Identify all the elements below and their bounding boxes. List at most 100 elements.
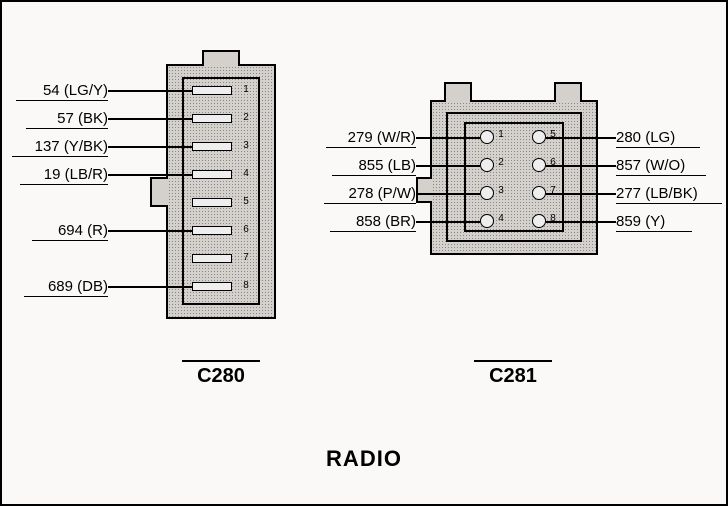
diagram-title: RADIO [2,446,726,472]
c281-pin7-label: 277 (LB/BK) [616,185,698,202]
lead [546,193,616,195]
c280-key-notch [150,177,168,207]
c281-pin2-label: 855 (LB) [332,157,416,174]
color-code: (DB) [77,278,108,295]
c281-pin-8 [532,214,546,228]
underline [330,231,416,232]
c281-left-notch [416,177,432,203]
color-code: (W/R) [377,129,416,146]
lead [546,165,616,167]
color-code: (BK) [78,110,108,127]
wire-num: 694 [58,222,83,239]
c280-pin-5-num: 5 [238,196,254,207]
c281-pin-1 [480,130,494,144]
underline [324,203,416,204]
c280-pin2-label: 57 (BK) [26,110,108,127]
c280-pin-3-num: 3 [238,140,254,151]
underline [616,147,700,148]
wire-num: 278 [348,185,373,202]
underline [616,203,722,204]
wire-num: 855 [358,157,383,174]
c281-top-tab-r [554,82,582,102]
c280-pin-6-num: 6 [238,224,254,235]
c280-pin-1-slot [192,86,232,95]
color-code: (Y/BK) [64,138,108,155]
underline [32,240,108,241]
lead [108,118,192,120]
c280-pin-7-slot [192,254,232,263]
wire-num: 54 [43,82,60,99]
c281-pin8-label: 859 (Y) [616,213,665,230]
color-code: (LB/R) [65,166,108,183]
c281-pin5-label: 280 (LG) [616,129,675,146]
wire-num: 277 [616,185,641,202]
underline [326,147,416,148]
color-code: (LB/BK) [645,185,698,202]
c281-top-tab-l [444,82,472,102]
c280-pin-1-num: 1 [238,84,254,95]
lead [416,165,480,167]
c281-pin-6 [532,158,546,172]
c281-pin-4 [480,214,494,228]
wire-num: 137 [35,138,60,155]
c281-pin-2-num: 2 [495,157,507,168]
c280-pin-2-num: 2 [238,112,254,123]
underline [20,184,108,185]
c281-title: C281 [474,360,552,388]
underline [616,175,706,176]
wire-num: 279 [348,129,373,146]
color-code: (P/W) [378,185,416,202]
c280-pin1-label: 54 (LG/Y) [16,82,108,99]
underline [24,296,108,297]
lead [416,221,480,223]
wire-num: 859 [616,213,641,230]
c280-pin-8-num: 8 [238,280,254,291]
c280-title: C280 [182,360,260,388]
c280-pin6-label: 694 (R) [32,222,108,239]
lead [108,174,192,176]
wiring-diagram: 1 2 3 4 5 6 7 8 54 (LG/Y) 57 (BK) 137 (Y… [2,2,726,504]
c281-pin4-label: 858 (BR) [330,213,416,230]
wire-num: 858 [356,213,381,230]
c280-top-tab [202,50,240,66]
c280-pin8-label: 689 (DB) [24,278,108,295]
underline [332,175,416,176]
c281-pin-3-num: 3 [495,185,507,196]
c281-pin-2 [480,158,494,172]
lead [546,137,616,139]
wire-num: 57 [57,110,74,127]
c280-pin-4-num: 4 [238,168,254,179]
lead [416,193,480,195]
underline [12,156,108,157]
c280-pin3-label: 137 (Y/BK) [12,138,108,155]
wire-num: 689 [48,278,73,295]
underline [616,231,692,232]
color-code: (W/O) [645,157,685,174]
color-code: (LB) [388,157,416,174]
lead [416,137,480,139]
c281-pin-3 [480,186,494,200]
color-code: (LG) [645,129,675,146]
c280-pin-7-num: 7 [238,252,254,263]
c280-pin-6-slot [192,226,232,235]
c280-pin-3-slot [192,142,232,151]
c280-pin-2-slot [192,114,232,123]
lead [108,230,192,232]
underline [16,100,108,101]
c281-pin-7 [532,186,546,200]
lead [546,221,616,223]
c280-pin-8-slot [192,282,232,291]
color-code: (BR) [385,213,416,230]
color-code: (LG/Y) [64,82,108,99]
lead [108,90,192,92]
color-code: (Y) [645,213,665,230]
c281-pin6-label: 857 (W/O) [616,157,685,174]
color-code: (R) [87,222,108,239]
c281-pin3-label: 278 (P/W) [324,185,416,202]
underline [26,128,108,129]
c281-pin-4-num: 4 [495,213,507,224]
wire-num: 280 [616,129,641,146]
c281-pin1-label: 279 (W/R) [326,129,416,146]
lead [108,146,192,148]
wire-num: 19 [44,166,61,183]
